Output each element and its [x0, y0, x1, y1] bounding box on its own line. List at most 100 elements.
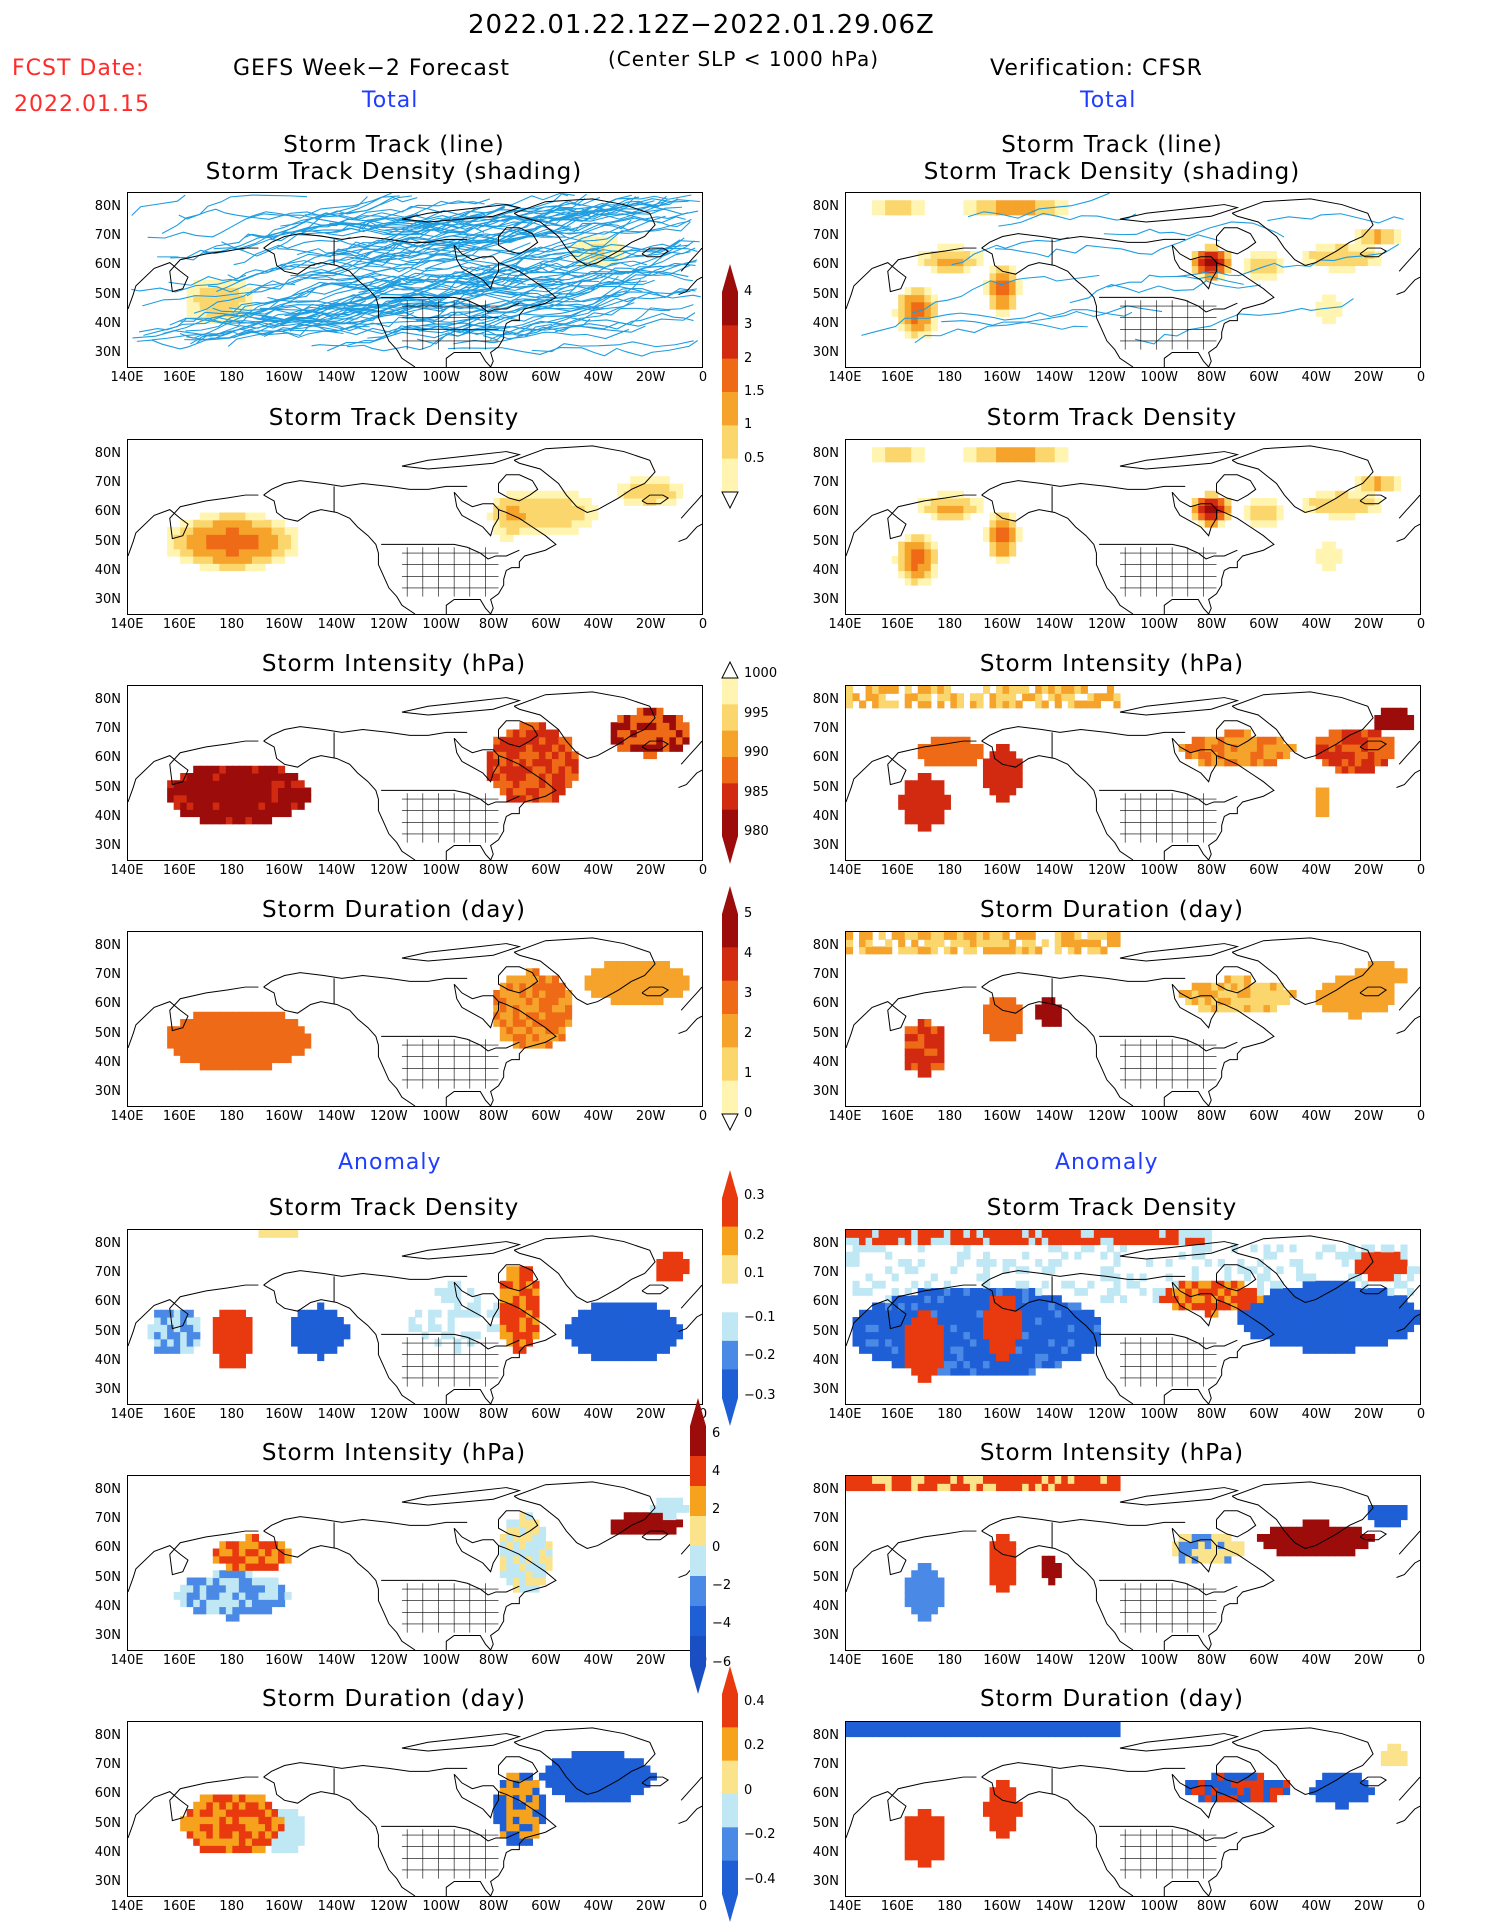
shading-cell	[1028, 454, 1036, 463]
shading-cell	[1198, 1541, 1206, 1550]
coastline	[498, 1264, 539, 1292]
shading-cell	[950, 512, 958, 521]
shading-cell	[630, 483, 638, 492]
shading-cell	[1361, 990, 1369, 998]
shading-cell	[1374, 744, 1382, 752]
shading-cell	[193, 1606, 201, 1615]
storm-track-line	[162, 300, 353, 335]
shading-cell	[937, 258, 945, 267]
border-line	[381, 789, 520, 806]
shading-cell	[1015, 773, 1023, 781]
shading-cell	[1276, 1266, 1284, 1275]
shading-cell	[1315, 243, 1323, 252]
shading-cell	[1348, 751, 1356, 760]
shading-cell	[532, 1548, 540, 1557]
shading-cell	[519, 794, 527, 803]
shading-cell	[525, 1309, 534, 1318]
shading-cell	[1328, 1317, 1336, 1325]
shading-cell	[1348, 1004, 1356, 1013]
shading-cell	[930, 265, 938, 274]
shading-cell	[173, 1026, 181, 1035]
shading-cell	[519, 1534, 527, 1542]
shading-cell	[499, 997, 507, 1006]
shading-cell	[1348, 258, 1356, 267]
shading-cell	[173, 1346, 181, 1354]
shading-cell	[271, 534, 279, 543]
shading-cell	[551, 1787, 560, 1796]
panel-title-track-line: Storm Track (line)	[283, 132, 505, 158]
lon-tick-label: 120W	[1087, 617, 1126, 632]
shading-cell	[1367, 229, 1375, 238]
lon-tick-label: 60W	[1249, 1653, 1279, 1668]
shading-cell	[532, 780, 540, 789]
shading-cell	[506, 1273, 514, 1282]
shading-cell	[232, 1830, 240, 1839]
shading-cell	[662, 1505, 670, 1513]
storm-track-line	[147, 213, 429, 239]
shading-cell	[251, 1026, 260, 1035]
shading-cell	[284, 1019, 292, 1027]
shading-cell	[885, 454, 893, 463]
shading-cell	[924, 323, 932, 332]
shading-cell	[1250, 1317, 1258, 1325]
lon-tick-label: 100W	[422, 863, 460, 878]
shading-cell	[1087, 939, 1095, 948]
shading-cell	[610, 1331, 618, 1340]
shading-cell	[904, 548, 912, 557]
shading-cell	[193, 287, 201, 296]
shading-cell	[976, 454, 984, 463]
shading-cell	[271, 802, 279, 810]
shading-cell	[1237, 1288, 1245, 1296]
shading-cell	[251, 1541, 260, 1550]
shading-cell	[1022, 447, 1030, 456]
shading-cell	[1002, 1584, 1010, 1593]
shading-cell	[225, 1801, 233, 1810]
shading-cell	[937, 1592, 945, 1600]
shading-cell	[219, 1592, 227, 1600]
shading-cell	[930, 946, 938, 955]
shading-cell	[173, 802, 181, 810]
shading-cell	[219, 1606, 227, 1615]
shading-cell	[512, 744, 520, 752]
shading-cell	[558, 519, 566, 528]
shading-cell	[1009, 1302, 1017, 1311]
shading-cell	[1354, 243, 1362, 252]
shading-cell	[937, 736, 945, 745]
shading-cell	[1374, 1004, 1382, 1013]
shading-cell	[1217, 758, 1225, 767]
panel-title-track-density: Storm Track Density (shading)	[923, 159, 1301, 185]
shading-cell	[1335, 548, 1343, 557]
shading-cell	[297, 1838, 305, 1846]
shading-cell	[219, 1830, 227, 1839]
lon-tick-label: 160E	[162, 370, 196, 385]
shading-cell	[245, 1555, 253, 1564]
lon-tick-label: 0	[698, 863, 708, 878]
coastline	[445, 1090, 492, 1106]
shading-cell	[1230, 1541, 1238, 1550]
shading-cell	[636, 1519, 644, 1528]
shading-cell	[1387, 1266, 1395, 1275]
shading-cell	[1387, 1519, 1395, 1528]
shading-cell	[538, 1019, 547, 1027]
shading-cell	[1256, 1280, 1265, 1289]
lon-tick-label: 120W	[1087, 1653, 1126, 1668]
shading-cell	[1002, 454, 1010, 463]
shading-cell	[180, 1816, 188, 1825]
shading-cell	[532, 1302, 540, 1311]
shading-cell	[917, 556, 925, 564]
shading-cell	[506, 997, 514, 1006]
shading-cell	[1054, 1004, 1062, 1013]
panel-title: Storm Duration (day)	[262, 1686, 526, 1712]
shading-cell	[1348, 498, 1356, 506]
shading-cell	[917, 773, 925, 781]
shading-cell	[1172, 1237, 1180, 1246]
shading-cell	[1204, 243, 1212, 252]
shading-cell	[911, 802, 919, 810]
shading-cell	[1341, 265, 1349, 274]
shading-cell	[1289, 1534, 1297, 1542]
shading-cell	[551, 990, 560, 998]
shading-cell	[278, 1055, 286, 1064]
shading-cell	[636, 1338, 644, 1347]
shading-cell	[551, 505, 560, 514]
shading-cell	[1243, 505, 1252, 514]
